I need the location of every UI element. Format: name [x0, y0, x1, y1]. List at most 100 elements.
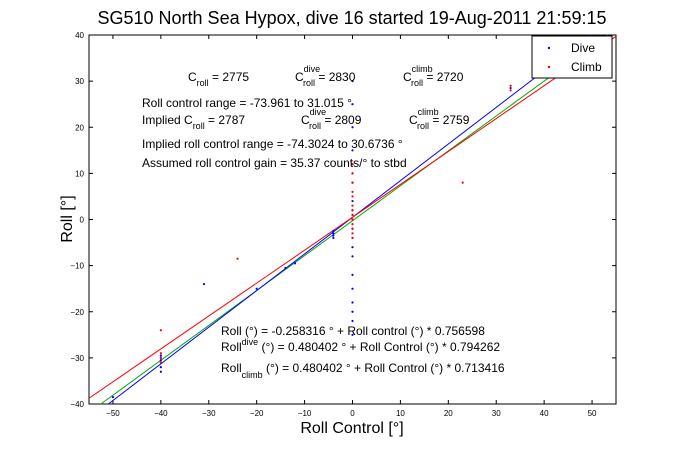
implied-climb-sub: roll	[417, 121, 429, 131]
c-climb-sub: roll	[411, 78, 423, 88]
point-dive	[509, 86, 512, 90]
fit-climb-sub: climb	[242, 370, 263, 380]
point-climb	[509, 84, 512, 87]
point-dive	[293, 262, 297, 265]
point-climb	[351, 190, 354, 193]
fit-dive-rest: (°) = 0.480402 ° + Roll Control (°) * 0.…	[258, 340, 500, 354]
point-dive	[159, 359, 162, 362]
point-climb	[509, 89, 512, 92]
point-dive	[159, 370, 162, 373]
point-climb	[351, 163, 354, 166]
point-dive	[351, 319, 354, 323]
c-climb-label: C	[403, 70, 412, 84]
svg-text:Rolldive (°) = 0.480402 ° + Ro: Rolldive (°) = 0.480402 ° + Roll Control…	[221, 337, 500, 354]
point-dive	[332, 229, 335, 233]
x-tick-label: −10	[298, 409, 312, 418]
point-climb	[351, 227, 354, 230]
point-dive	[159, 366, 162, 369]
c-dive-label: C	[295, 70, 304, 84]
fit-climb-prefix: Roll	[221, 361, 242, 375]
point-climb	[351, 232, 354, 235]
legend-label-climb: Climb	[571, 60, 602, 74]
x-tick-label: 0	[350, 409, 355, 418]
svg-text:Rollclimb (°) = 0.480402 ° + R: Rollclimb (°) = 0.480402 ° + Roll Contro…	[221, 361, 505, 380]
data-points	[111, 80, 512, 399]
point-climb	[351, 223, 354, 226]
annotation-fits: Roll (°) = -0.258316 ° + Roll control (°…	[221, 324, 505, 380]
point-dive	[159, 354, 162, 357]
annotation-coefficients: Croll = 2775 Cdive roll = 2830 Cclimb roll…	[142, 64, 470, 170]
point-dive	[351, 199, 354, 203]
svg-text:Implied Croll = 2787: Implied Croll = 2787	[142, 113, 245, 131]
point-dive	[351, 333, 354, 336]
point-climb	[159, 352, 162, 355]
implied-dive-sub: roll	[309, 121, 321, 131]
y-tick-label: 10	[75, 169, 84, 178]
implied-range: Implied roll control range = -74.3024 to…	[142, 137, 403, 151]
implied-climb-sup: climb	[418, 107, 439, 117]
legend-label-dive: Dive	[571, 41, 595, 55]
point-climb	[461, 181, 464, 184]
point-climb	[351, 213, 354, 216]
svg-text:Croll = 2775: Croll = 2775	[188, 70, 249, 88]
x-tick-label: −20	[250, 409, 264, 418]
x-tick-label: 50	[588, 409, 597, 418]
x-tick-label: 40	[540, 409, 549, 418]
implied-dive-value: = 2809	[321, 113, 362, 127]
x-tick-label: −40	[154, 409, 168, 418]
c-roll-sub: roll	[197, 78, 209, 88]
point-climb	[159, 329, 162, 332]
point-dive	[351, 273, 354, 276]
point-dive	[351, 126, 354, 129]
c-dive-sup: dive	[304, 64, 321, 74]
y-tick-label: −20	[70, 308, 84, 317]
point-dive	[351, 149, 354, 152]
y-tick-label: −40	[70, 400, 84, 409]
point-dive	[255, 287, 258, 290]
implied-climb-value: = 2759	[429, 113, 470, 127]
c-climb-value: = 2720	[423, 70, 464, 84]
point-dive	[202, 282, 206, 286]
x-tick-label: −50	[106, 409, 120, 418]
point-dive	[332, 232, 335, 235]
point-dive	[351, 255, 354, 258]
c-climb-sup: climb	[412, 64, 433, 74]
chart-title: SG510 North Sea Hypox, dive 16 started 1…	[98, 8, 607, 28]
implied-dive-sup: dive	[310, 107, 327, 117]
y-tick-label: −10	[70, 262, 84, 271]
point-dive	[332, 236, 335, 240]
legend-marker-climb	[547, 65, 551, 69]
point-dive	[351, 80, 354, 83]
point-climb	[351, 181, 354, 184]
axis-ticks: −50 −40 −30 −20 −10 0 10 20 30 40 50 −40 −30 −20 −10 0 1…	[70, 31, 616, 418]
c-dive-sub: roll	[303, 78, 315, 88]
point-climb	[351, 218, 354, 221]
x-tick-label: −30	[202, 409, 216, 418]
x-axis-label: Roll Control [°]	[300, 420, 403, 437]
point-dive	[284, 266, 287, 270]
point-climb	[351, 209, 354, 212]
c-dive-value: = 2830	[315, 70, 356, 84]
point-climb	[159, 361, 162, 364]
legend-box	[531, 35, 613, 79]
implied-c-value: = 2787	[205, 113, 246, 127]
x-tick-label: 10	[396, 409, 405, 418]
point-climb	[351, 172, 354, 175]
assumed-gain: Assumed roll control gain = 35.37 counts…	[142, 156, 407, 170]
fit-line-2	[88, 35, 617, 399]
fit-all-equation: Roll (°) = -0.258316 ° + Roll control (°…	[221, 324, 485, 338]
roll-control-range: Roll control range = -73.961 to 31.015 °	[142, 96, 352, 110]
y-tick-label: 20	[75, 123, 84, 132]
c-roll-value: = 2775	[209, 70, 250, 84]
fit-dive-sub: dive	[242, 337, 259, 347]
y-tick-label: 0	[80, 216, 85, 225]
point-dive	[351, 246, 354, 249]
y-tick-label: 30	[75, 77, 84, 86]
point-climb	[236, 257, 239, 260]
point-dive	[351, 287, 354, 290]
